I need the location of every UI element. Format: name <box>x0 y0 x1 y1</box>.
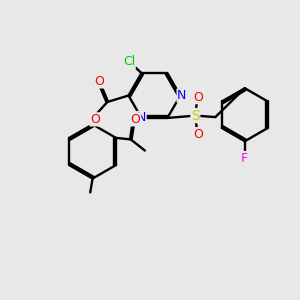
Text: N: N <box>177 89 187 102</box>
Text: O: O <box>194 128 203 141</box>
Text: N: N <box>137 112 146 124</box>
Text: S: S <box>191 109 200 123</box>
Text: O: O <box>94 75 104 88</box>
Text: Cl: Cl <box>123 56 135 68</box>
Text: O: O <box>130 113 140 126</box>
Text: O: O <box>194 91 203 103</box>
Text: F: F <box>241 152 248 164</box>
Text: O: O <box>90 113 100 126</box>
